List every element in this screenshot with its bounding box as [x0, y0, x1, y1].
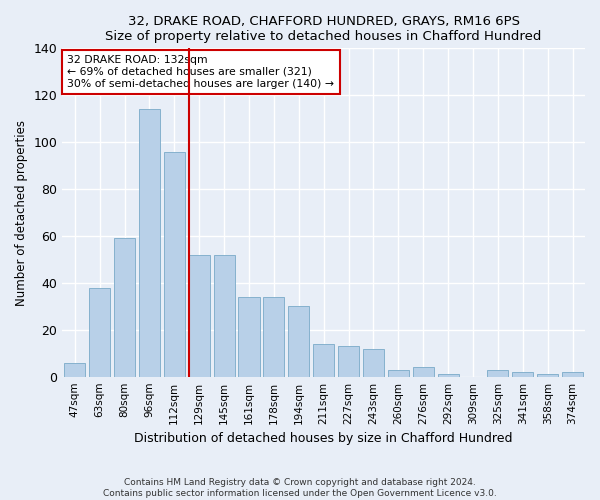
Bar	[214, 254, 235, 376]
Bar	[437, 374, 458, 376]
Bar	[363, 348, 384, 376]
Bar	[512, 372, 533, 376]
Bar	[537, 374, 558, 376]
Y-axis label: Number of detached properties: Number of detached properties	[15, 120, 28, 306]
Bar	[313, 344, 334, 376]
Bar	[263, 297, 284, 376]
Bar	[413, 368, 434, 376]
Bar	[388, 370, 409, 376]
Bar	[288, 306, 310, 376]
Bar	[89, 288, 110, 376]
Bar	[114, 238, 135, 376]
Text: 32 DRAKE ROAD: 132sqm
← 69% of detached houses are smaller (321)
30% of semi-det: 32 DRAKE ROAD: 132sqm ← 69% of detached …	[67, 56, 334, 88]
Bar	[188, 254, 210, 376]
Bar	[139, 110, 160, 376]
Bar	[487, 370, 508, 376]
Bar	[238, 297, 260, 376]
Bar	[64, 362, 85, 376]
X-axis label: Distribution of detached houses by size in Chafford Hundred: Distribution of detached houses by size …	[134, 432, 513, 445]
Text: Contains HM Land Registry data © Crown copyright and database right 2024.
Contai: Contains HM Land Registry data © Crown c…	[103, 478, 497, 498]
Bar	[338, 346, 359, 376]
Title: 32, DRAKE ROAD, CHAFFORD HUNDRED, GRAYS, RM16 6PS
Size of property relative to d: 32, DRAKE ROAD, CHAFFORD HUNDRED, GRAYS,…	[106, 15, 542, 43]
Bar	[164, 152, 185, 376]
Bar	[562, 372, 583, 376]
